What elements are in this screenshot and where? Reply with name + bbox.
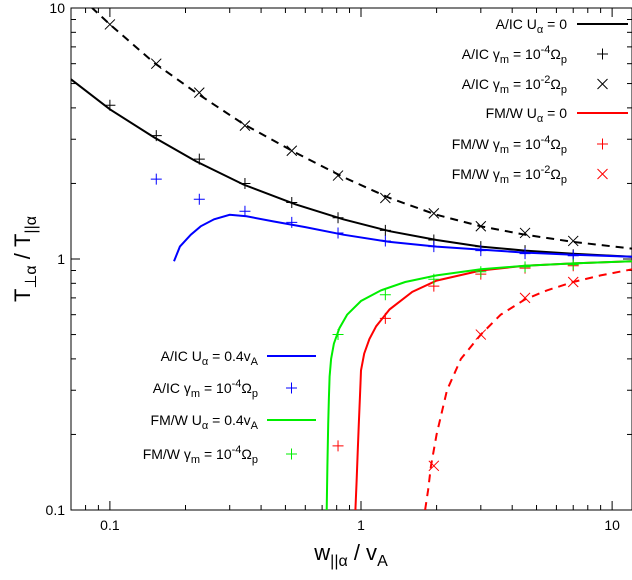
plus-marker: [567, 259, 579, 271]
series-7: [150, 173, 579, 262]
legend-label: A/IC γm = 10-4Ωp: [153, 378, 258, 400]
plus-marker: [428, 273, 440, 285]
series-4: [332, 260, 579, 452]
series-10: [424, 268, 632, 510]
legend-top-entry: FM/W γm = 10-4Ωp: [452, 134, 608, 156]
legend-label: FM/W γm = 10-2Ωp: [452, 164, 567, 186]
plus-marker: [239, 177, 251, 189]
y-tick-label: 0.1: [46, 502, 66, 518]
legend-top-entry: FM/W γm = 10-2Ωp: [452, 164, 608, 186]
y-tick-label: 10: [49, 0, 65, 16]
series-line: [424, 268, 632, 510]
legend-bottom-entry: A/IC Uα = 0.4vA: [161, 348, 316, 368]
x-marker: [428, 208, 440, 219]
plus-marker: [332, 329, 344, 341]
legend-bottom: A/IC Uα = 0.4vA A/IC γm = 10-4Ωp FM/W Uα =…: [143, 348, 316, 466]
legend-label: A/IC Uα = 0: [496, 16, 568, 36]
plus-marker: [519, 261, 531, 273]
legend-top-entry: FM/W Uα = 0: [486, 105, 628, 125]
legend-label: FM/W Uα = 0: [486, 105, 568, 125]
x-marker: [379, 192, 391, 204]
plus-marker: [332, 440, 344, 452]
x-tick-label: 1: [357, 517, 365, 533]
plus-marker: [193, 153, 205, 165]
x-marker: [519, 227, 531, 239]
x-axis-title: w||α / vA: [313, 540, 388, 570]
plus-marker: [286, 382, 297, 394]
series-9: [332, 259, 579, 341]
legend-label: A/IC Uα = 0.4vA: [161, 348, 259, 368]
x-marker: [567, 235, 579, 247]
plus-marker: [597, 48, 608, 60]
legend-label: A/IC γm = 10-2Ωp: [462, 74, 567, 96]
plus-marker: [286, 448, 297, 460]
plus-marker: [150, 130, 162, 142]
plus-marker: [286, 216, 298, 228]
x-marker: [286, 145, 298, 157]
plus-marker: [150, 173, 162, 185]
series-layer: [71, 8, 632, 510]
plus-marker: [379, 224, 391, 236]
plus-marker: [379, 289, 391, 301]
legend-label: FM/W Uα = 0.4vA: [151, 412, 259, 432]
series-line: [90, 8, 632, 250]
legend-bottom-entry: FM/W γm = 10-4Ωp: [143, 444, 297, 466]
plus-marker: [519, 248, 531, 260]
plus-marker: [193, 193, 205, 205]
plus-marker: [239, 205, 251, 217]
series-3: [354, 260, 632, 510]
legend-label: FM/W γm = 10-4Ωp: [452, 134, 567, 156]
x-tick-label: 0.1: [100, 517, 120, 533]
x-marker: [428, 460, 440, 472]
plus-marker: [428, 241, 440, 253]
plus-marker: [475, 245, 487, 257]
plus-marker: [379, 312, 391, 324]
legend-top-entry: A/IC γm = 10-2Ωp: [462, 74, 608, 96]
legend-bottom-entry: A/IC γm = 10-4Ωp: [153, 378, 297, 400]
plus-marker: [597, 138, 608, 150]
series-5: [428, 276, 579, 472]
y-tick-label: 1: [57, 251, 65, 267]
plus-marker: [286, 196, 298, 208]
plus-marker: [332, 227, 344, 239]
x-tick-label: 10: [604, 517, 620, 533]
series-line: [325, 260, 632, 510]
legend-label: FM/W γm = 10-4Ωp: [143, 444, 258, 466]
x-marker: [597, 78, 608, 90]
legend-label: A/IC γm = 10-4Ωp: [462, 44, 567, 66]
plus-marker: [475, 266, 487, 278]
plus-marker: [332, 212, 344, 224]
legend-top-entry: A/IC Uα = 0: [496, 16, 628, 36]
y-axis-title: T⊥α / T||α: [10, 216, 40, 302]
legend-top-entry: A/IC γm = 10-4Ωp: [462, 44, 608, 66]
axis-ticks: 0.1 1 10 0.1 1 10: [46, 0, 632, 533]
series-8: [325, 260, 632, 510]
series-11: [90, 8, 632, 250]
x-marker: [597, 168, 608, 180]
series-line: [173, 213, 632, 262]
plus-marker: [104, 99, 116, 111]
legend-bottom-entry: FM/W Uα = 0.4vA: [151, 412, 316, 432]
plus-marker: [379, 235, 391, 247]
legend-top: A/IC Uα = 0 A/IC γm = 10-4Ωp A/IC γm = 10-…: [452, 16, 628, 186]
series-6: [173, 213, 632, 262]
series-line: [354, 260, 632, 510]
